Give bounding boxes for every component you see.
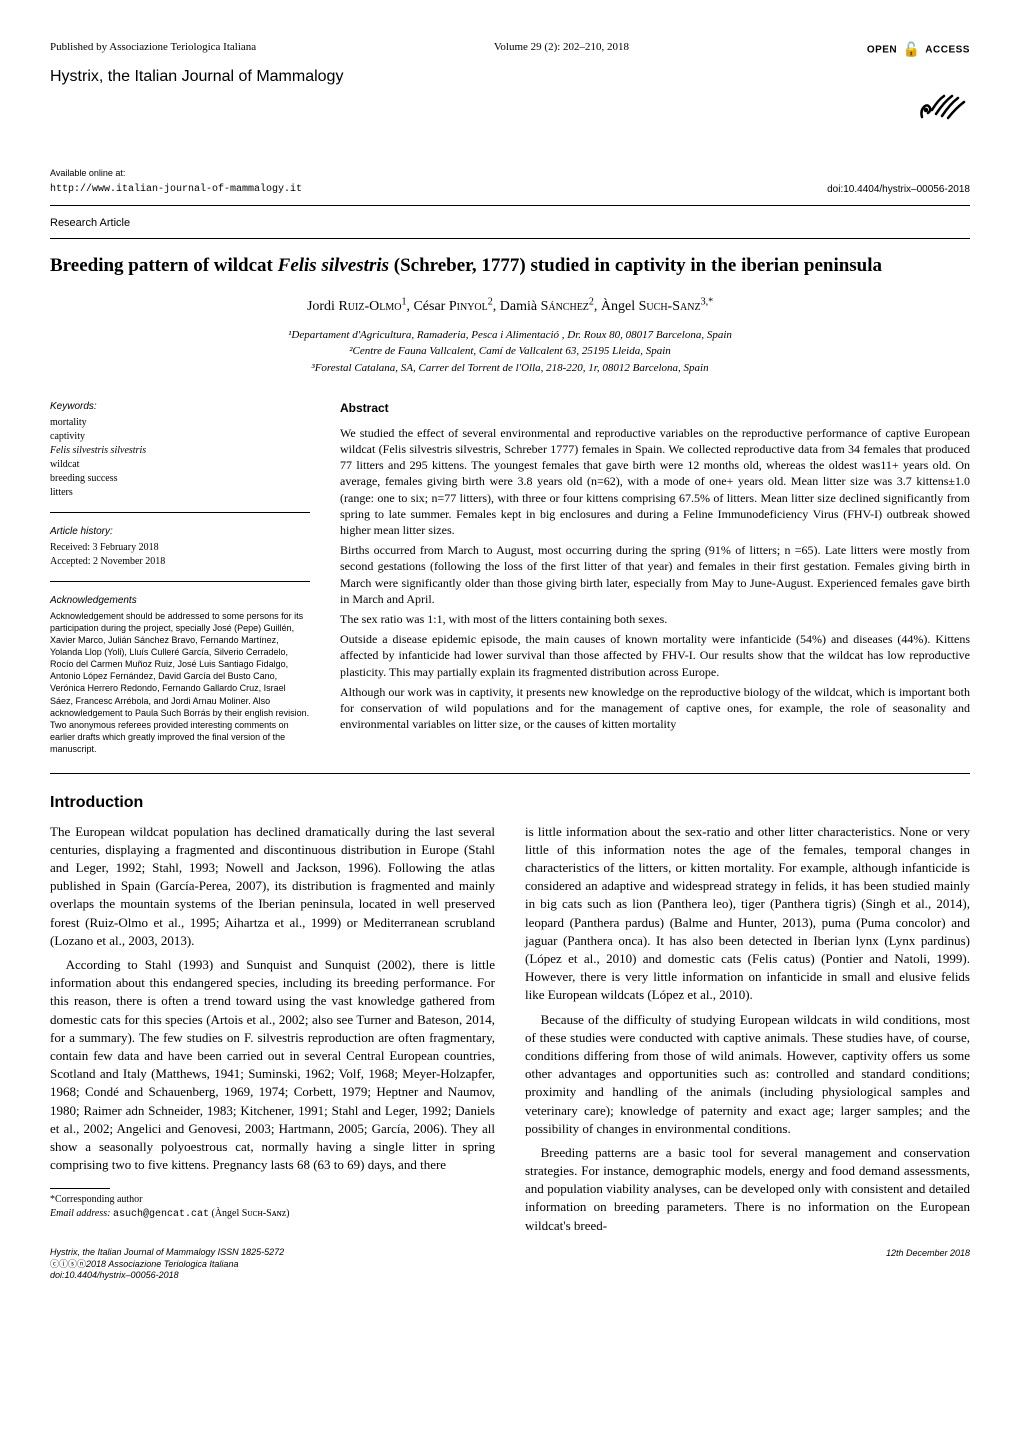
footer-copyright: ⓒⓘⓢⓝ2018 Associazione Teriologica Italia…: [50, 1259, 284, 1271]
abstract-column: Abstract We studied the effect of severa…: [340, 400, 970, 755]
body-paragraph: is little information about the sex-rati…: [525, 823, 970, 1005]
open-access-access: ACCESS: [925, 44, 970, 55]
title-prefix: Breeding pattern of wildcat: [50, 255, 278, 276]
body-paragraph: Breeding patterns are a basic tool for s…: [525, 1144, 970, 1235]
abstract-text: We studied the effect of several environ…: [340, 425, 970, 732]
footer-issn: Hystrix, the Italian Journal of Mammalog…: [50, 1247, 284, 1259]
title-suffix: (Schreber, 1777) studied in captivity in…: [389, 255, 882, 276]
email-label: Email address:: [50, 1208, 110, 1219]
abstract-heading: Abstract: [340, 400, 970, 417]
history-block: Article history: Received: 3 February 20…: [50, 525, 310, 569]
body-paragraph: The European wildcat population has decl…: [50, 823, 495, 950]
keywords-list: mortality captivity Felis silvestris sil…: [50, 416, 310, 500]
email-line: Email address: asuch@gencat.cat (Àngel S…: [50, 1207, 495, 1222]
affiliation-1: ¹Departament d'Agricultura, Ramaderia, P…: [50, 327, 970, 344]
keyword-item: wildcat: [50, 458, 310, 472]
authors-text: Jordi Ruiz-Olmo1, César Pinyol2, Damià S…: [307, 299, 713, 314]
abstract-p2: Births occurred from March to August, mo…: [340, 542, 970, 607]
metadata-abstract-row: Keywords: mortality captivity Felis silv…: [50, 400, 970, 774]
abstract-p1: We studied the effect of several environ…: [340, 425, 970, 538]
sidebar-divider: [50, 512, 310, 513]
doi-text: doi:10.4404/hystrix–00056-2018: [827, 183, 970, 197]
publisher-text: Published by Associazione Teriologica It…: [50, 40, 256, 55]
body-paragraph: According to Stahl (1993) and Sunquist a…: [50, 956, 495, 1174]
ack-label: Acknowledgements: [50, 594, 310, 608]
ack-text: Acknowledgement should be addressed to s…: [50, 610, 310, 756]
header-top-row: Published by Associazione Teriologica It…: [50, 40, 970, 60]
footnote-block: *Corresponding author Email address: asu…: [50, 1193, 495, 1222]
affiliations: ¹Departament d'Agricultura, Ramaderia, P…: [50, 327, 970, 377]
body-paragraph: Because of the difficulty of studying Eu…: [525, 1011, 970, 1138]
keyword-item: mortality: [50, 416, 310, 430]
open-access-lock-icon: 🔓: [902, 41, 920, 57]
article-title: Breeding pattern of wildcat Felis silves…: [50, 253, 970, 280]
affiliation-2: ²Centre de Fauna Vallcalent, Camí de Val…: [50, 343, 970, 360]
keyword-item: breeding success: [50, 472, 310, 486]
footer-assoc: 2018 Associazione Teriologica Italiana: [86, 1259, 238, 1269]
keyword-item: captivity: [50, 430, 310, 444]
title-species: Felis silvestris: [278, 255, 389, 276]
accepted-date: Accepted: 2 November 2018: [50, 555, 310, 569]
abstract-p3: The sex ratio was 1:1, with most of the …: [340, 611, 970, 627]
keywords-label: Keywords:: [50, 400, 310, 414]
sidebar: Keywords: mortality captivity Felis silv…: [50, 400, 310, 755]
article-type: Research Article: [50, 216, 970, 238]
available-online-label: Available online at:: [50, 167, 970, 180]
page-footer: Hystrix, the Italian Journal of Mammalog…: [50, 1247, 970, 1282]
received-date: Received: 3 February 2018: [50, 541, 310, 555]
open-access-open: OPEN: [867, 44, 897, 55]
url-doi-row: http://www.italian-journal-of-mammalogy.…: [50, 183, 970, 206]
acknowledgements-block: Acknowledgements Acknowledgement should …: [50, 594, 310, 755]
corresponding-author: *Corresponding author: [50, 1193, 495, 1207]
journal-url[interactable]: http://www.italian-journal-of-mammalogy.…: [50, 183, 302, 197]
footer-doi: doi:10.4404/hystrix–00056-2018: [50, 1270, 284, 1282]
volume-text: Volume 29 (2): 202–210, 2018: [494, 40, 629, 55]
open-access-badge: OPEN 🔓 ACCESS: [867, 40, 970, 60]
email-name: (Àngel Sᴜᴄʜ-Sᴀɴᴢ): [211, 1208, 289, 1219]
keyword-item: litters: [50, 486, 310, 500]
journal-logo-icon: [910, 72, 970, 137]
cc-icons: ⓒⓘⓢⓝ: [50, 1259, 86, 1269]
abstract-p4: Outside a disease epidemic episode, the …: [340, 631, 970, 680]
footer-left: Hystrix, the Italian Journal of Mammalog…: [50, 1247, 284, 1282]
footer-date: 12th December 2018: [886, 1247, 970, 1282]
introduction-heading: Introduction: [50, 792, 970, 814]
keyword-item: Felis silvestris silvestris: [50, 444, 310, 458]
abstract-p5: Although our work was in captivity, it p…: [340, 684, 970, 733]
body-columns: The European wildcat population has decl…: [50, 823, 970, 1235]
email-address[interactable]: asuch@gencat.cat: [113, 1209, 209, 1220]
authors-line: Jordi Ruiz-Olmo1, César Pinyol2, Damià S…: [50, 295, 970, 316]
footnote-separator: [50, 1188, 110, 1189]
journal-name: Hystrix, the Italian Journal of Mammalog…: [50, 66, 343, 88]
sidebar-divider: [50, 581, 310, 582]
body-col-right: is little information about the sex-rati…: [525, 823, 970, 1235]
history-label: Article history:: [50, 525, 310, 539]
body-col-left: The European wildcat population has decl…: [50, 823, 495, 1235]
affiliation-3: ³Forestal Catalana, SA, Carrer del Torre…: [50, 360, 970, 377]
